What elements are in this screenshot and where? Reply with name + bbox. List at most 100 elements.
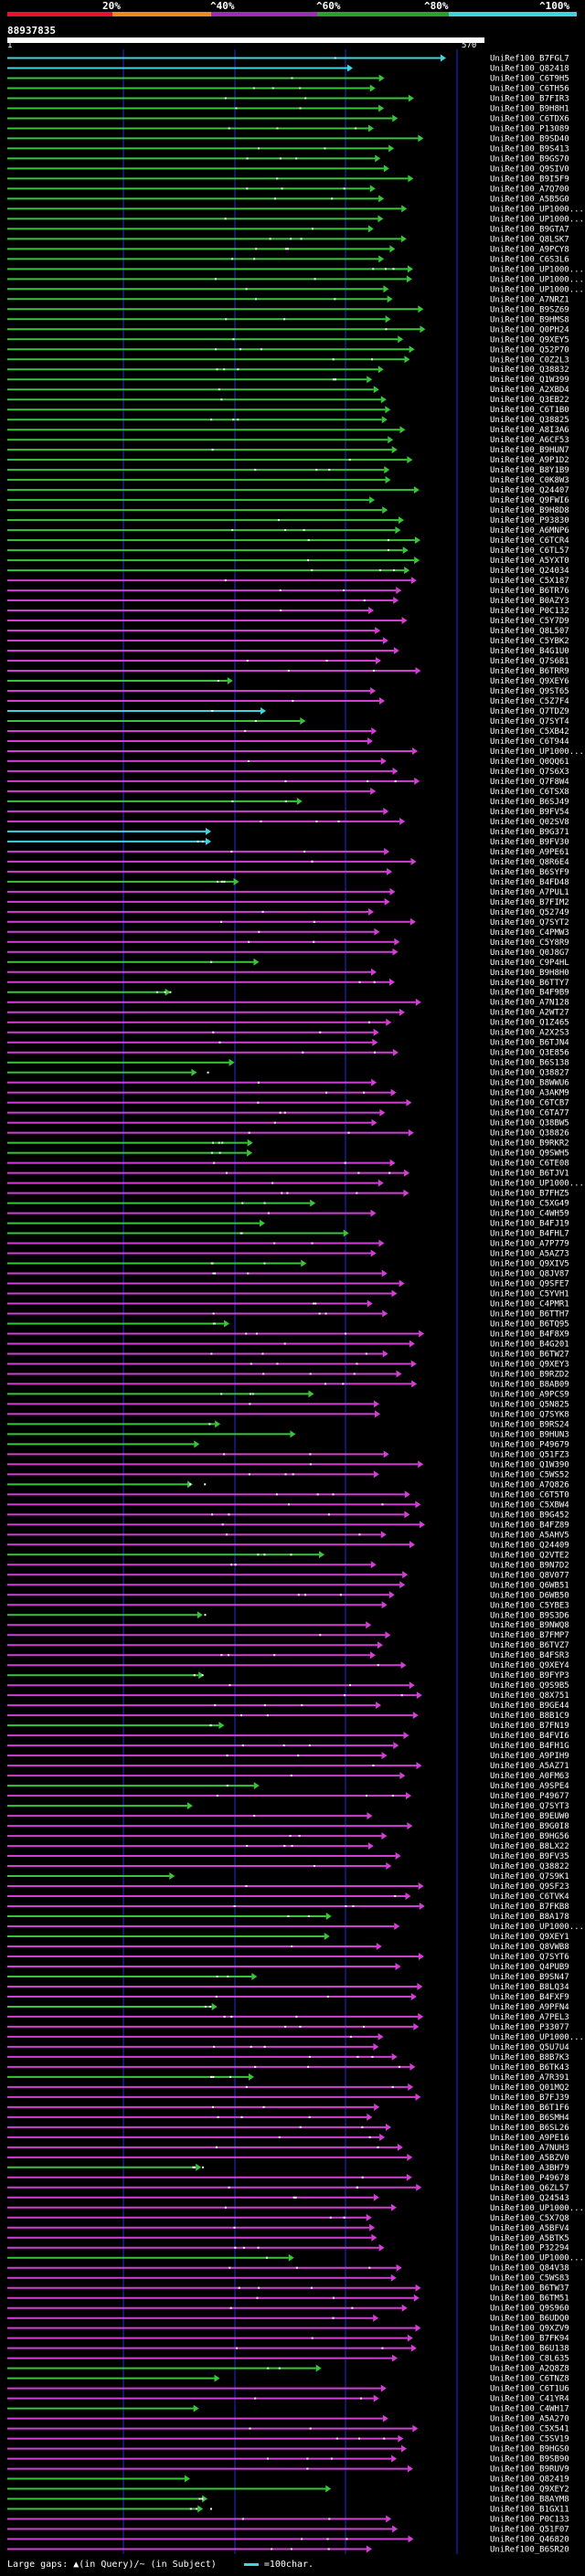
row-label[interactable]: UniRef100_Q38827: [490, 1069, 569, 1078]
row-label[interactable]: UniRef100_B4FJ19: [490, 1220, 569, 1229]
row-label[interactable]: UniRef100_C8L635: [490, 2355, 569, 2364]
row-label[interactable]: UniRef100_Q4PUB9: [490, 1963, 569, 1972]
row-label[interactable]: UniRef100_C5WS83: [490, 2274, 569, 2284]
row-label[interactable]: UniRef100_UP1000...: [490, 265, 584, 274]
row-label[interactable]: UniRef100_C6TCB7: [490, 1099, 569, 1108]
row-label[interactable]: UniRef100_Q2VTE2: [490, 1551, 569, 1560]
row-label[interactable]: UniRef100_P49679: [490, 1440, 569, 1449]
row-label[interactable]: UniRef100_B9HUN3: [490, 1430, 569, 1439]
row-label[interactable]: UniRef100_B4FD48: [490, 878, 569, 887]
row-label[interactable]: UniRef100_Q9ST65: [490, 687, 569, 696]
row-label[interactable]: UniRef100_C5XB42: [490, 727, 569, 737]
row-label[interactable]: UniRef100_C5Y7D9: [490, 617, 569, 626]
row-label[interactable]: UniRef100_B6TR76: [490, 587, 569, 596]
row-label[interactable]: UniRef100_A7P779: [490, 1240, 569, 1249]
row-label[interactable]: UniRef100_B6TTY7: [490, 979, 569, 988]
row-label[interactable]: UniRef100_B9H8H1: [490, 104, 569, 113]
row-label[interactable]: UniRef100_Q7SYT6: [490, 1953, 569, 1962]
row-label[interactable]: UniRef100_A5B5G0: [490, 195, 569, 204]
row-label[interactable]: UniRef100_P13089: [490, 124, 569, 133]
row-label[interactable]: UniRef100_A2X2S3: [490, 1029, 569, 1038]
row-label[interactable]: UniRef100_B6S138: [490, 1059, 569, 1068]
row-label[interactable]: UniRef100_Q24409: [490, 1541, 569, 1550]
row-label[interactable]: UniRef100_Q9S9B5: [490, 1681, 569, 1691]
row-label[interactable]: UniRef100_Q52749: [490, 908, 569, 917]
row-label[interactable]: UniRef100_B7FGL7: [490, 54, 569, 63]
row-label[interactable]: UniRef100_B9G0I8: [490, 1822, 569, 1831]
row-label[interactable]: UniRef100_B7FHZ5: [490, 1190, 569, 1199]
row-label[interactable]: UniRef100_C5Y8R9: [490, 938, 569, 948]
row-label[interactable]: UniRef100_Q38822: [490, 1862, 569, 1871]
row-label[interactable]: UniRef100_C6TE08: [490, 1160, 569, 1169]
row-label[interactable]: UniRef100_B8LX22: [490, 1842, 569, 1851]
row-label[interactable]: UniRef100_C9P4HL: [490, 959, 569, 968]
row-label[interactable]: UniRef100_B4FXF9: [490, 1993, 569, 2002]
row-label[interactable]: UniRef100_B6SJ49: [490, 798, 569, 807]
row-label[interactable]: UniRef100_B9SZ69: [490, 305, 569, 314]
row-label[interactable]: UniRef100_A9PCY8: [490, 245, 569, 254]
row-label[interactable]: UniRef100_B6TVZ7: [490, 1641, 569, 1650]
row-label[interactable]: UniRef100_A5YXT0: [490, 557, 569, 566]
row-label[interactable]: UniRef100_Q38826: [490, 1129, 569, 1139]
row-label[interactable]: UniRef100_B6SYF9: [490, 868, 569, 877]
row-label[interactable]: UniRef100_Q51FZ3: [490, 1450, 569, 1459]
row-label[interactable]: UniRef100_P49677: [490, 1792, 569, 1801]
row-label[interactable]: UniRef100_A6CF53: [490, 436, 569, 445]
row-label[interactable]: UniRef100_C5Z7F4: [490, 697, 569, 706]
row-label[interactable]: UniRef100_C6TA77: [490, 1109, 569, 1118]
row-label[interactable]: UniRef100_B9I5F9: [490, 175, 569, 184]
row-label[interactable]: UniRef100_A7N128: [490, 999, 569, 1008]
row-label[interactable]: UniRef100_A5AZ71: [490, 1762, 569, 1771]
row-label[interactable]: UniRef100_Q52P70: [490, 345, 569, 355]
row-label[interactable]: UniRef100_B7FKB8: [490, 1903, 569, 1912]
row-label[interactable]: UniRef100_C5X187: [490, 577, 569, 586]
row-label[interactable]: UniRef100_Q9S960: [490, 2305, 569, 2314]
row-label[interactable]: UniRef100_B6U138: [490, 2345, 569, 2354]
row-label[interactable]: UniRef100_Q9XEY1: [490, 1933, 569, 1942]
row-label[interactable]: UniRef100_Q24407: [490, 486, 569, 495]
row-label[interactable]: UniRef100_B9FV54: [490, 808, 569, 817]
row-label[interactable]: UniRef100_Q46820: [490, 2536, 569, 2545]
row-label[interactable]: UniRef100_B9HGS0: [490, 2445, 569, 2454]
row-label[interactable]: UniRef100_B4F8X9: [490, 1330, 569, 1339]
row-label[interactable]: UniRef100_A3BH79: [490, 2164, 569, 2173]
row-label[interactable]: UniRef100_P32294: [490, 2244, 569, 2253]
row-label[interactable]: UniRef100_Q84V38: [490, 2264, 569, 2274]
row-label[interactable]: UniRef100_Q9SF23: [490, 1882, 569, 1892]
row-label[interactable]: UniRef100_B8B7K3: [490, 2053, 569, 2062]
row-label[interactable]: UniRef100_C6TSX8: [490, 788, 569, 797]
row-label[interactable]: UniRef100_Q8L507: [490, 627, 569, 636]
row-label[interactable]: UniRef100_P0C133: [490, 2516, 569, 2525]
row-label[interactable]: UniRef100_Q24543: [490, 2194, 569, 2203]
row-label[interactable]: UniRef100_B9HMS8: [490, 315, 569, 324]
row-label[interactable]: UniRef100_B6TM51: [490, 2295, 569, 2304]
row-label[interactable]: UniRef100_B8A178: [490, 1913, 569, 1922]
row-label[interactable]: UniRef100_UP1000...: [490, 285, 584, 294]
row-label[interactable]: UniRef100_UP1000...: [490, 215, 584, 224]
row-label[interactable]: UniRef100_C0K8W3: [490, 476, 569, 485]
row-label[interactable]: UniRef100_C6TCR4: [490, 536, 569, 546]
row-label[interactable]: UniRef100_B0AZY3: [490, 597, 569, 606]
row-label[interactable]: UniRef100_Q51F07: [490, 2526, 569, 2535]
row-label[interactable]: UniRef100_B9EUW0: [490, 1812, 569, 1821]
row-label[interactable]: UniRef100_B9SD40: [490, 134, 569, 143]
row-label[interactable]: UniRef100_Q5U7U4: [490, 2043, 569, 2052]
row-label[interactable]: UniRef100_B4G1U0: [490, 647, 569, 656]
row-label[interactable]: UniRef100_B4FHL7: [490, 1230, 569, 1239]
row-label[interactable]: UniRef100_B7FK94: [490, 2335, 569, 2344]
row-label[interactable]: UniRef100_UP1000...: [490, 2254, 584, 2263]
row-label[interactable]: UniRef100_Q82419: [490, 2475, 569, 2485]
row-label[interactable]: UniRef100_Q38832: [490, 366, 569, 375]
row-label[interactable]: UniRef100_Q8R6E4: [490, 858, 569, 867]
row-label[interactable]: UniRef100_C6T9H5: [490, 74, 569, 83]
row-label[interactable]: UniRef100_A2WT27: [490, 1009, 569, 1018]
row-label[interactable]: UniRef100_A9P1D2: [490, 456, 569, 465]
row-label[interactable]: UniRef100_B9FV30: [490, 838, 569, 847]
row-label[interactable]: UniRef100_Q9XZV9: [490, 2325, 569, 2334]
row-label[interactable]: UniRef100_Q1W390: [490, 1460, 569, 1469]
row-label[interactable]: UniRef100_B8B1C9: [490, 1712, 569, 1721]
row-label[interactable]: UniRef100_Q0PH24: [490, 325, 569, 334]
row-label[interactable]: UniRef100_B9GE44: [490, 1701, 569, 1711]
row-label[interactable]: UniRef100_A9PE61: [490, 848, 569, 857]
row-label[interactable]: UniRef100_Q6WB51: [490, 1581, 569, 1590]
